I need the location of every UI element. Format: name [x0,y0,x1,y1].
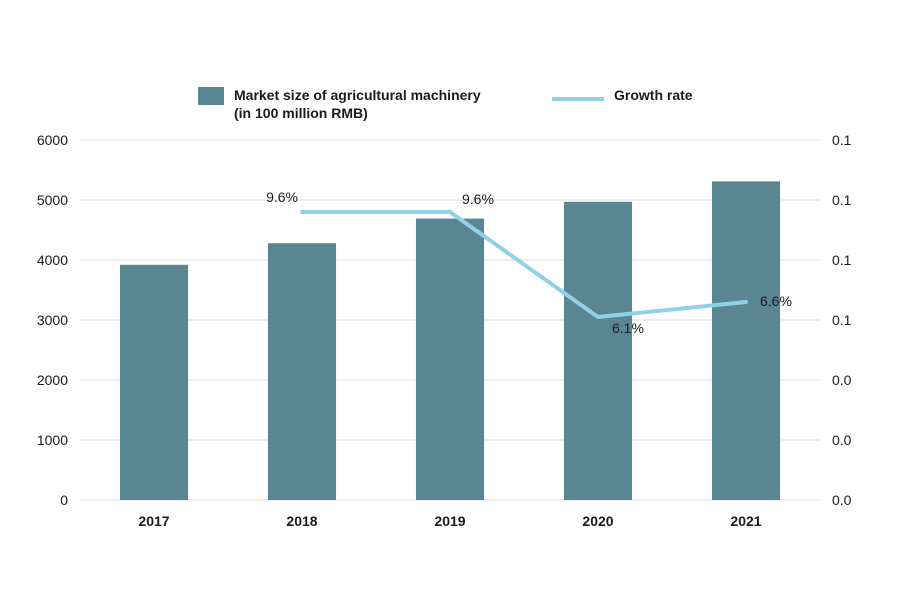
y-left-tick: 3000 [37,312,68,328]
bar [712,181,780,500]
x-tick: 2019 [434,513,465,529]
y-right-tick: 0.1 [832,192,852,208]
legend-line-label: Growth rate [614,87,693,105]
legend-line: Growth rate [552,87,693,105]
y-left-tick: 1000 [37,432,68,448]
legend-bar-swatch [198,87,224,105]
line-value-label: 6.1% [612,320,644,336]
y-right-tick: 0.0 [832,492,852,508]
x-tick: 2021 [730,513,761,529]
y-left-tick: 2000 [37,372,68,388]
y-left-tick: 0 [60,492,68,508]
bar [268,243,336,500]
legend-bar-label: Market size of agricultural machinery (i… [234,87,481,122]
line-value-label: 6.6% [760,293,792,309]
line-value-label: 9.6% [266,189,298,205]
legend-bar: Market size of agricultural machinery (i… [198,87,481,122]
y-left-tick: 5000 [37,192,68,208]
x-tick: 2020 [582,513,613,529]
y-left-tick: 4000 [37,252,68,268]
bar [120,265,188,500]
x-tick: 2017 [138,513,169,529]
y-right-tick: 0.0 [832,372,852,388]
legend-line-swatch [552,97,604,101]
growth-line [302,212,746,317]
y-right-tick: 0.1 [832,312,852,328]
chart-container: Market size of agricultural machinery (i… [0,0,900,600]
y-right-tick: 0.0 [832,432,852,448]
y-right-tick: 0.1 [832,132,852,148]
bar [564,202,632,500]
line-value-label: 9.6% [462,191,494,207]
y-right-tick: 0.1 [832,252,852,268]
y-left-tick: 6000 [37,132,68,148]
x-tick: 2018 [286,513,317,529]
bar [416,219,484,500]
